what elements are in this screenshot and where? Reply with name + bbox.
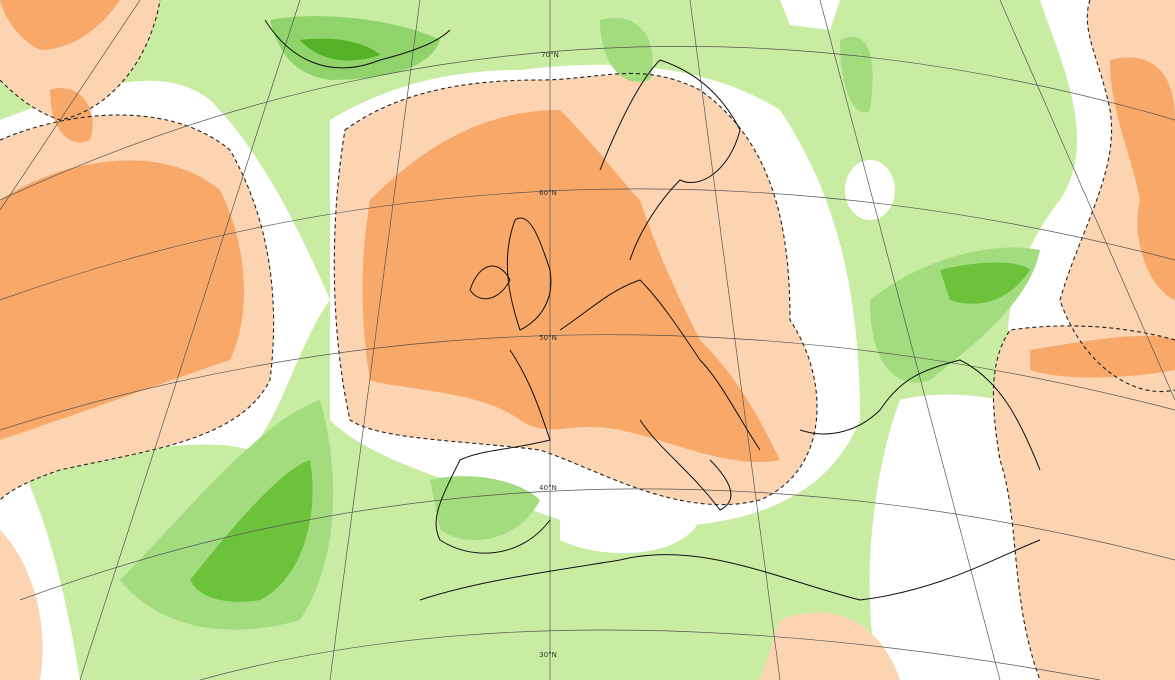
latitude-label: 70°N — [541, 51, 559, 59]
dark-orange-areas — [0, 0, 1175, 463]
green-areas — [120, 16, 1040, 630]
coastlines — [264, 19, 1041, 601]
latitude-label: 30°N — [539, 651, 557, 659]
latitude-label: 40°N — [539, 484, 557, 492]
latitude-label: 50°N — [539, 334, 557, 342]
latitude-label: 60°N — [539, 189, 557, 197]
latitude-labels: 70°N 60°N 50°N 40°N 30°N — [539, 51, 559, 659]
